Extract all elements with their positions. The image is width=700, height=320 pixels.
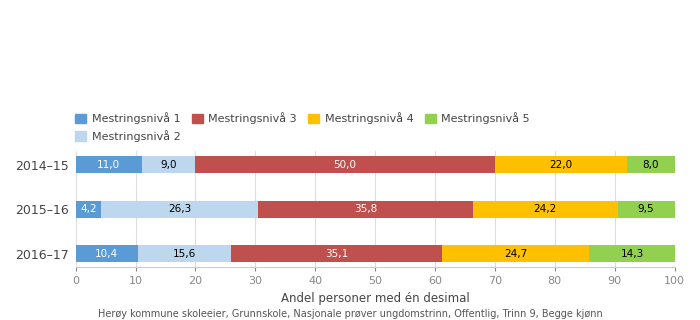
Bar — [76, 201, 101, 218]
Bar — [442, 245, 589, 262]
Text: 24,7: 24,7 — [504, 249, 527, 259]
Text: 35,1: 35,1 — [325, 249, 348, 259]
Text: 11,0: 11,0 — [97, 160, 120, 170]
Text: 50,0: 50,0 — [334, 160, 357, 170]
Legend: Mestringsnivå 1, Mestringsnivå 2, Mestringsnivå 3, Mestringsnivå 4, Mestringsniv: Mestringsnivå 1, Mestringsnivå 2, Mestri… — [76, 112, 530, 142]
Bar — [138, 245, 232, 262]
Text: 24,2: 24,2 — [533, 204, 556, 214]
Bar — [589, 245, 675, 262]
Text: 35,8: 35,8 — [354, 204, 377, 214]
Text: 26,3: 26,3 — [168, 204, 191, 214]
Bar — [495, 156, 626, 173]
Bar — [101, 201, 258, 218]
Bar — [626, 156, 675, 173]
Text: Herøy kommune skoleeier, Grunnskole, Nasjonale prøver ungdomstrinn, Offentlig, T: Herøy kommune skoleeier, Grunnskole, Nas… — [97, 309, 603, 319]
Bar — [258, 201, 473, 218]
Text: 8,0: 8,0 — [643, 160, 659, 170]
Bar — [76, 156, 141, 173]
Bar — [195, 156, 495, 173]
Text: 10,4: 10,4 — [95, 249, 118, 259]
Text: 9,5: 9,5 — [638, 204, 655, 214]
Text: 4,2: 4,2 — [80, 204, 97, 214]
Bar — [76, 245, 138, 262]
X-axis label: Andel personer med én desimal: Andel personer med én desimal — [281, 292, 470, 305]
Bar — [232, 245, 442, 262]
Text: 15,6: 15,6 — [173, 249, 196, 259]
Bar — [473, 201, 617, 218]
Text: 22,0: 22,0 — [550, 160, 573, 170]
Bar — [141, 156, 195, 173]
Text: 14,3: 14,3 — [621, 249, 644, 259]
Text: 9,0: 9,0 — [160, 160, 177, 170]
Bar — [617, 201, 675, 218]
